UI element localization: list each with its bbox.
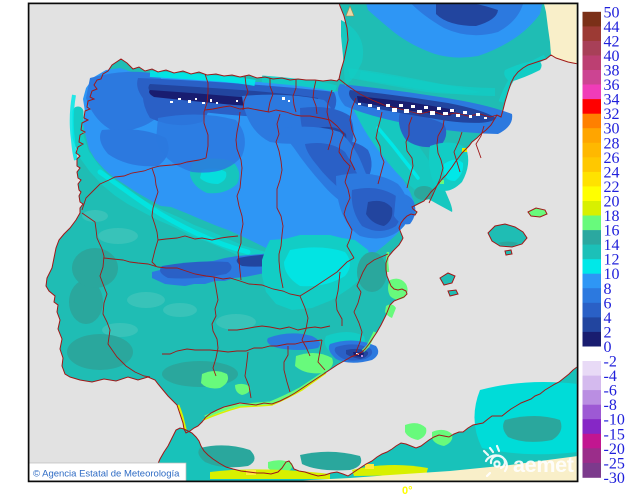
- svg-text:-8: -8: [604, 397, 617, 414]
- svg-text:-2: -2: [604, 354, 617, 371]
- svg-text:0: 0: [604, 339, 612, 356]
- svg-text:30: 30: [604, 121, 620, 138]
- svg-text:-4: -4: [604, 368, 617, 385]
- svg-text:16: 16: [604, 223, 620, 240]
- svg-text:aemet: aemet: [513, 453, 574, 477]
- svg-text:4: 4: [604, 310, 612, 327]
- svg-text:6: 6: [604, 295, 612, 312]
- svg-text:-6: -6: [604, 383, 617, 400]
- svg-text:© Agencia Estatal de Meteorolo: © Agencia Estatal de Meteorología: [33, 469, 180, 480]
- svg-text:24: 24: [604, 164, 620, 181]
- svg-text:-15: -15: [604, 426, 625, 443]
- svg-text:26: 26: [604, 150, 620, 167]
- svg-text:0°: 0°: [402, 485, 413, 497]
- svg-text:-20: -20: [604, 441, 625, 458]
- svg-text:44: 44: [604, 19, 620, 36]
- svg-text:12: 12: [604, 252, 620, 269]
- svg-text:34: 34: [604, 92, 620, 109]
- svg-text:22: 22: [604, 179, 620, 196]
- svg-text:40: 40: [604, 48, 620, 65]
- svg-text:20: 20: [604, 194, 620, 211]
- svg-text:42: 42: [604, 33, 620, 50]
- svg-text:50: 50: [604, 4, 620, 21]
- svg-text:18: 18: [604, 208, 620, 225]
- svg-text:32: 32: [604, 106, 620, 123]
- svg-text:14: 14: [604, 237, 620, 254]
- svg-text:36: 36: [604, 77, 620, 94]
- svg-text:38: 38: [604, 63, 620, 80]
- svg-text:28: 28: [604, 135, 620, 152]
- svg-text:8: 8: [604, 281, 612, 298]
- svg-text:-10: -10: [604, 412, 625, 429]
- svg-text:-25: -25: [604, 455, 625, 472]
- svg-text:2: 2: [604, 324, 612, 341]
- svg-text:-30: -30: [604, 470, 625, 487]
- svg-text:10: 10: [604, 266, 620, 283]
